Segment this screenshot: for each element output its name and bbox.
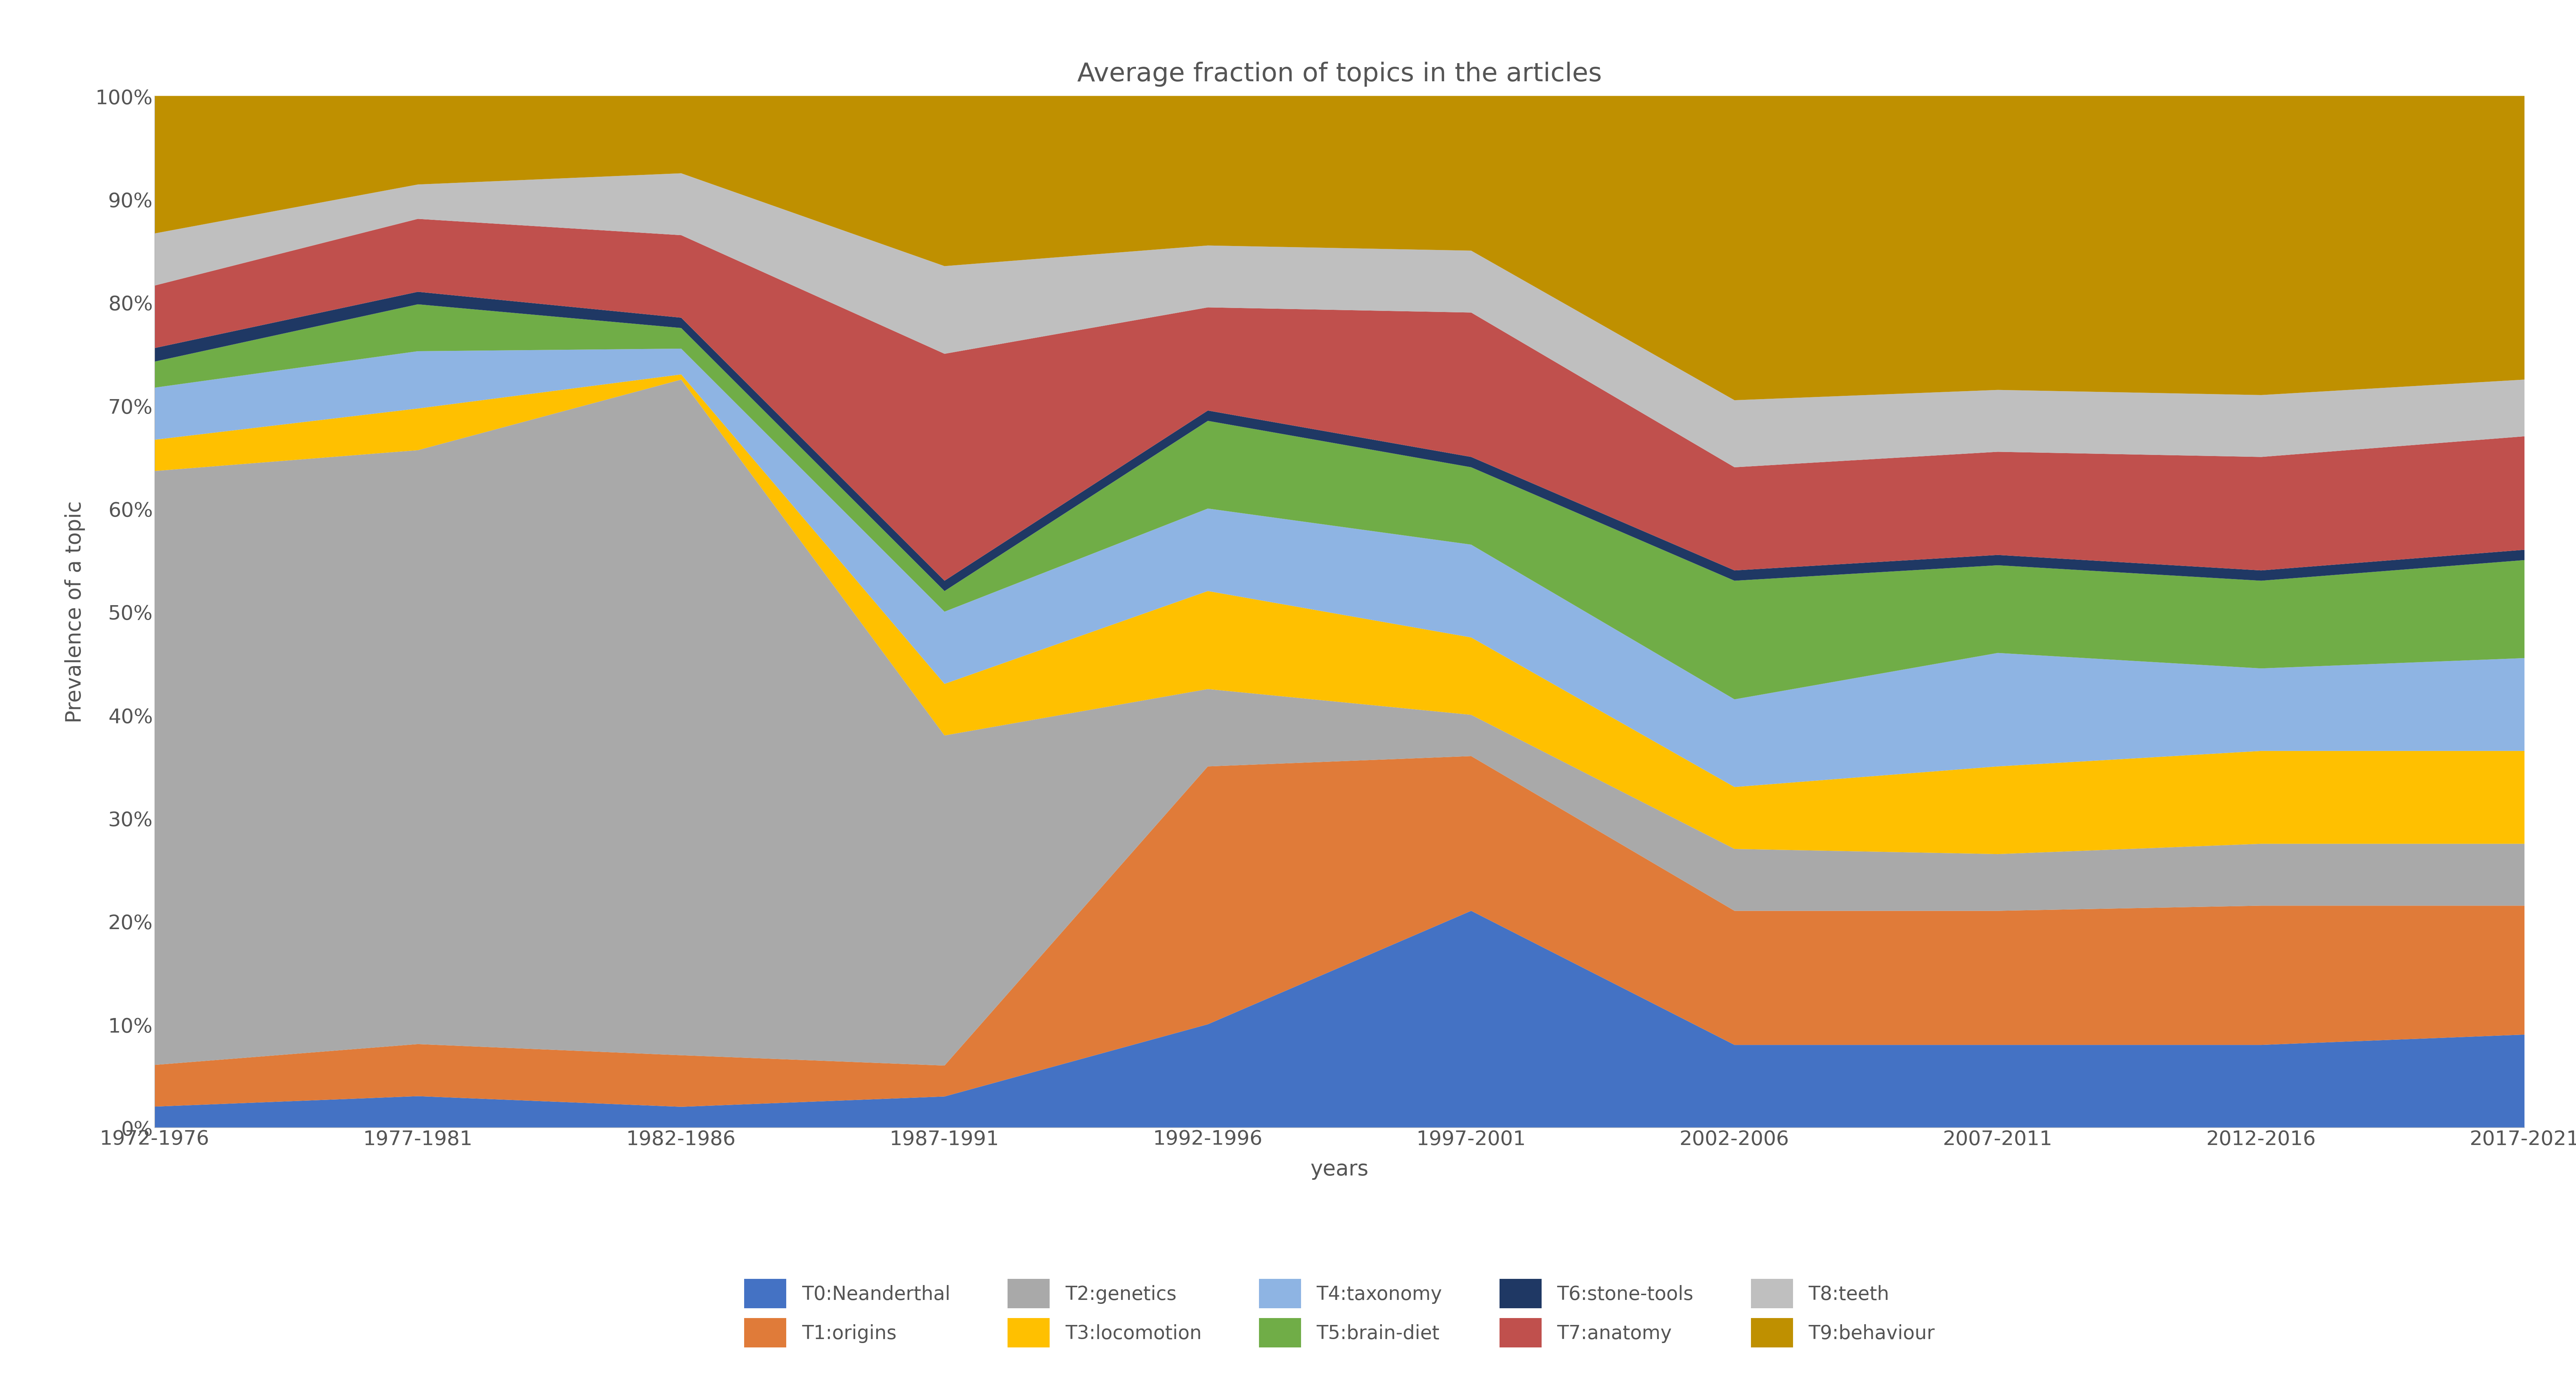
Title: Average fraction of topics in the articles: Average fraction of topics in the articl… xyxy=(1077,62,1602,87)
Legend: T0:Neanderthal, T1:origins, T2:genetics, T3:locomotion, T4:taxonomy, T5:brain-di: T0:Neanderthal, T1:origins, T2:genetics,… xyxy=(737,1270,1942,1356)
Y-axis label: Prevalence of a topic: Prevalence of a topic xyxy=(64,500,85,723)
X-axis label: years: years xyxy=(1311,1159,1368,1180)
